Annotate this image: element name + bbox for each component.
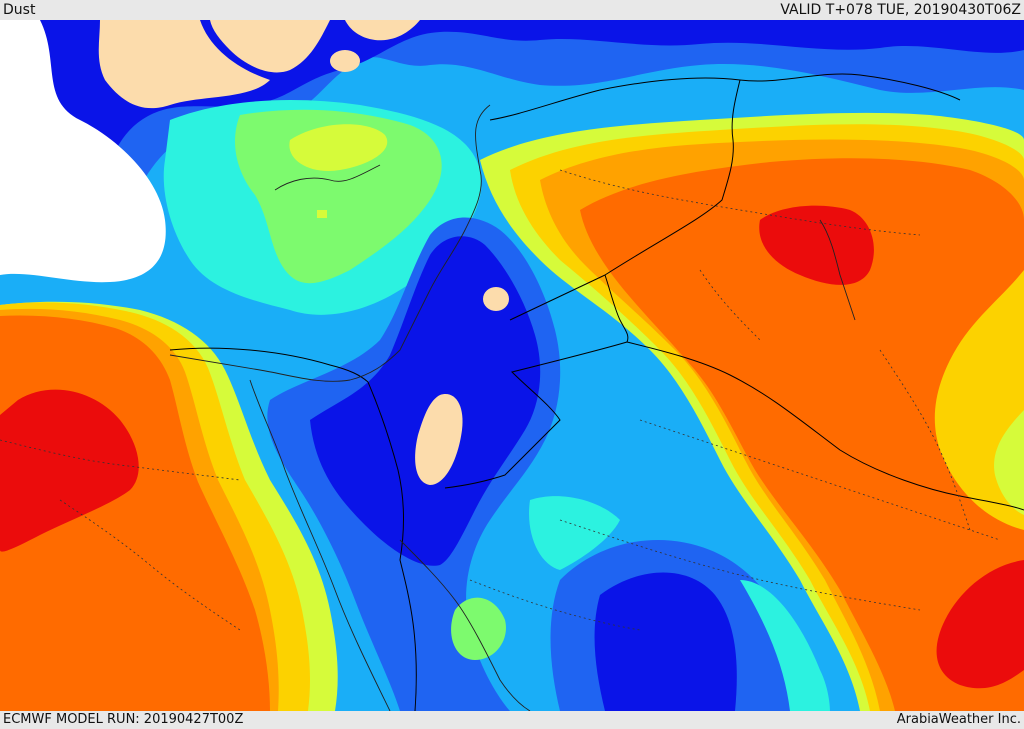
model-run-label: ECMWF MODEL RUN: 20190427T00Z	[3, 712, 244, 727]
contour-peach-turkey-w	[98, 20, 270, 109]
contour-navy-saudi	[594, 572, 737, 711]
contour-orange-east	[580, 158, 1024, 711]
contour-peach-sinai	[415, 394, 463, 485]
contour-yellowgreen-gulf	[994, 410, 1024, 515]
valid-time-label: VALID T+078 TUE, 20190430T06Z	[780, 2, 1021, 18]
contour-cyan-hejaz	[529, 496, 620, 570]
dust-concentration-field	[0, 20, 1024, 711]
contour-red-libya	[0, 389, 139, 552]
contour-navy-levant	[310, 236, 541, 566]
contour-yellowgreen-dot	[317, 210, 327, 218]
contour-peach-spot-1	[330, 50, 360, 72]
contour-peach-turkey-e	[345, 20, 420, 41]
dust-forecast-map[interactable]	[0, 20, 1024, 711]
contour-green-redsea	[451, 597, 506, 660]
contour-cyan-saudi-east	[740, 580, 830, 711]
map-title: Dust	[3, 2, 36, 18]
province-boundaries	[0, 169, 1001, 631]
header-bar: Dust VALID T+078 TUE, 20190430T06Z	[0, 0, 1024, 20]
contour-white-mediterranean	[0, 20, 166, 283]
contour-navy-north	[0, 20, 1024, 220]
contour-peach-turkey-c	[210, 20, 330, 73]
contour-red-iraq	[759, 205, 874, 285]
coastlines	[169, 104, 856, 711]
credit-label: ArabiaWeather Inc.	[896, 712, 1021, 727]
country-borders	[169, 73, 1024, 711]
contour-red-gulf	[936, 560, 1024, 689]
footer-bar: ECMWF MODEL RUN: 20190427T00Z ArabiaWeat…	[0, 711, 1024, 729]
contour-yellowgreen-cyprus	[289, 124, 388, 171]
contour-peach-jordan	[483, 287, 509, 311]
contour-green-cyprus	[235, 109, 442, 284]
